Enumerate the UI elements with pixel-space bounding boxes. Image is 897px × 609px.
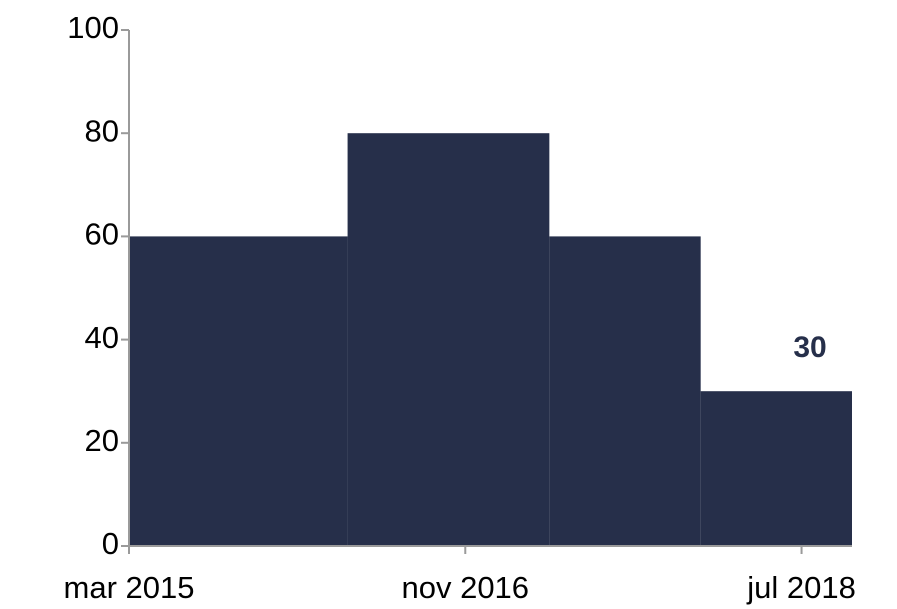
x-tick-label: nov 2016 bbox=[401, 570, 529, 605]
y-tick-label: 40 bbox=[85, 320, 119, 355]
step-bar bbox=[549, 236, 701, 546]
y-tick-label: 0 bbox=[102, 526, 119, 561]
data-label: 30 bbox=[793, 331, 826, 364]
step-bar bbox=[129, 236, 348, 546]
step-bar bbox=[700, 391, 852, 546]
y-tick-label: 60 bbox=[85, 217, 119, 252]
x-tick-label: jul 2018 bbox=[746, 570, 856, 605]
step-bar bbox=[347, 133, 550, 546]
y-tick-label: 100 bbox=[67, 10, 119, 45]
x-tick-label: mar 2015 bbox=[64, 570, 195, 605]
y-tick-label: 20 bbox=[85, 423, 119, 458]
y-tick-label: 80 bbox=[85, 113, 119, 148]
